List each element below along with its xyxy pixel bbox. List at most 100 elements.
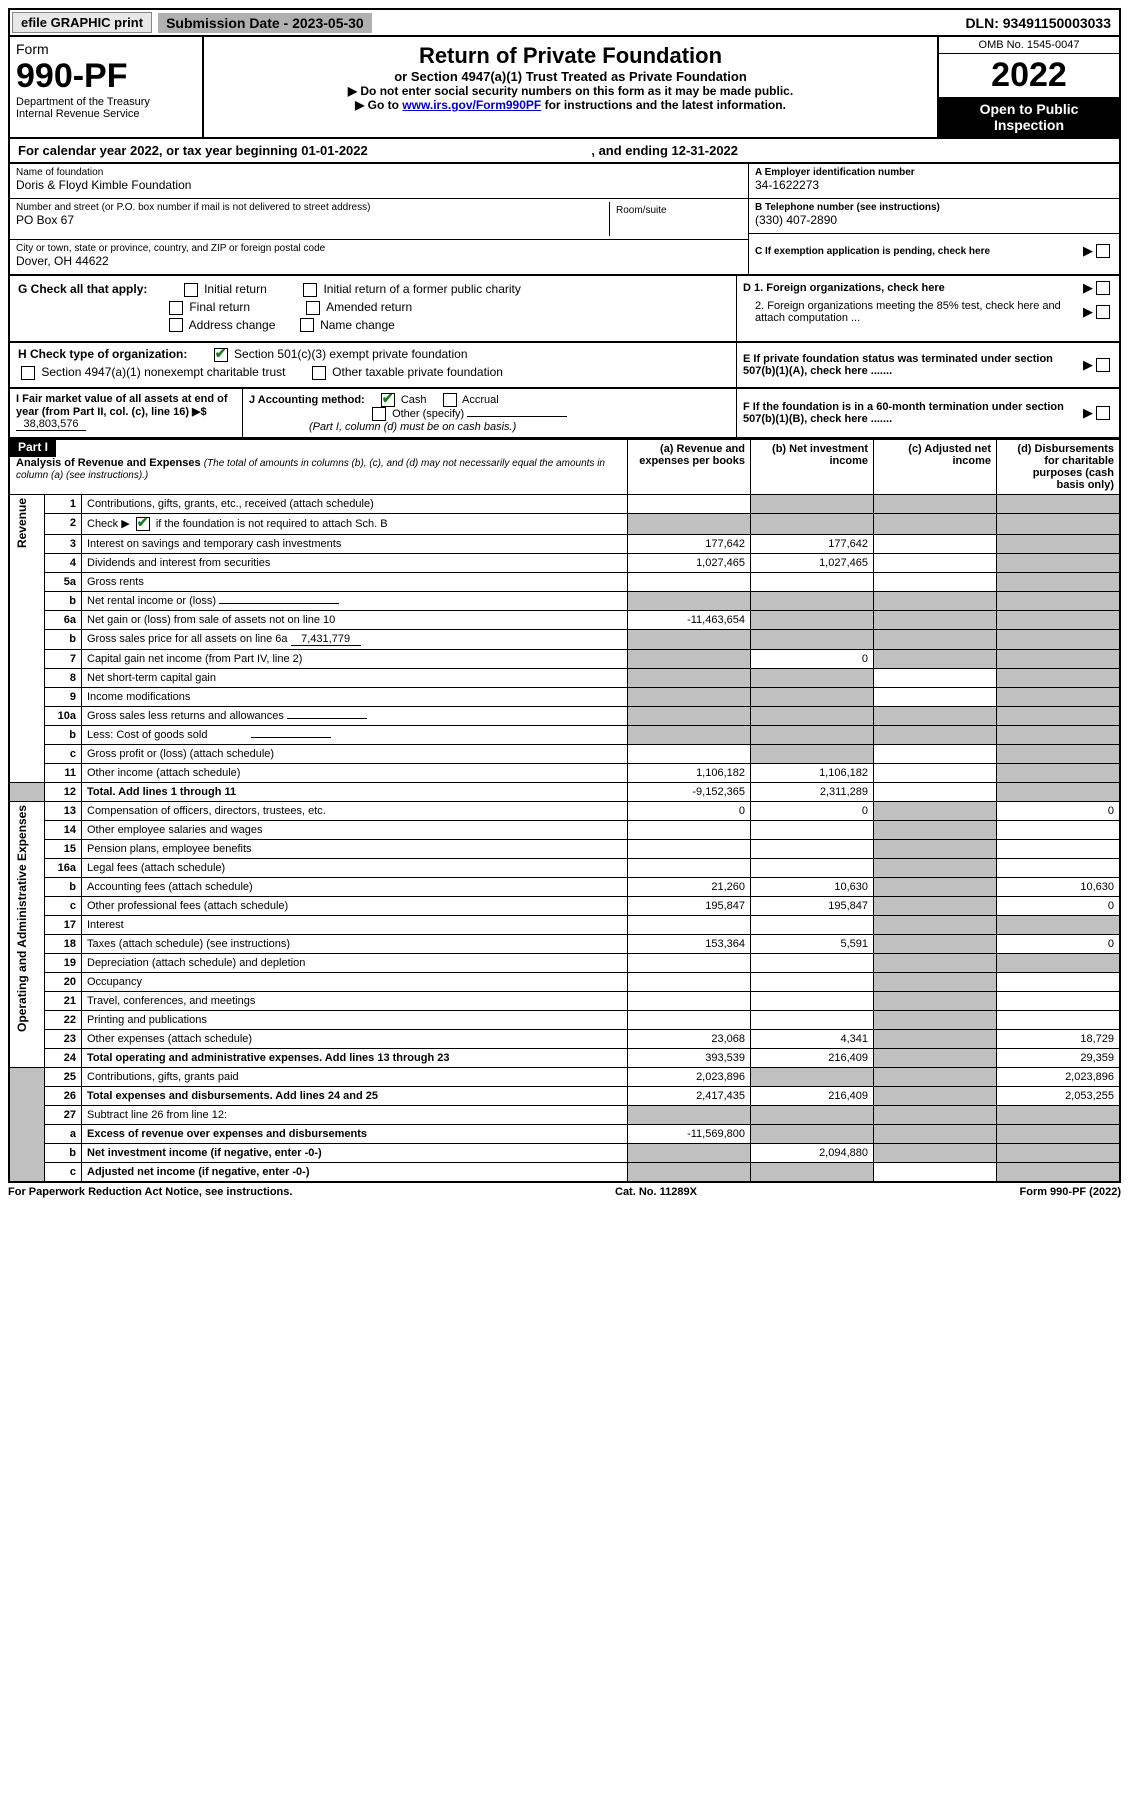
table-row: 19Depreciation (attach schedule) and dep… bbox=[9, 954, 1120, 973]
table-row: 14Other employee salaries and wages bbox=[9, 821, 1120, 840]
line27b-label: Net investment income (if negative, ente… bbox=[82, 1144, 628, 1163]
final-return-label: Final return bbox=[189, 300, 250, 314]
table-row: 10aGross sales less returns and allowanc… bbox=[9, 707, 1120, 726]
line3-b: 177,642 bbox=[751, 535, 874, 554]
line6a-a: -11,463,654 bbox=[628, 611, 751, 630]
j-block: J Accounting method: Cash Accrual Other … bbox=[242, 389, 736, 437]
line4-a: 1,027,465 bbox=[628, 554, 751, 573]
ssn-note: ▶ Do not enter social security numbers o… bbox=[210, 84, 931, 98]
table-row: 25Contributions, gifts, grants paid2,023… bbox=[9, 1068, 1120, 1087]
ein-label: A Employer identification number bbox=[755, 167, 1113, 178]
c-checkbox[interactable] bbox=[1096, 244, 1110, 258]
line3-label: Interest on savings and temporary cash i… bbox=[82, 535, 628, 554]
name-change-checkbox[interactable] bbox=[300, 318, 314, 332]
other-taxable-checkbox[interactable] bbox=[312, 366, 326, 380]
room-cell: Room/suite bbox=[610, 202, 742, 236]
line23-d: 18,729 bbox=[997, 1030, 1121, 1049]
g-block: G Check all that apply: Initial return I… bbox=[10, 276, 736, 341]
efile-print-button[interactable]: efile GRAPHIC print bbox=[12, 12, 152, 33]
address-change-checkbox[interactable] bbox=[169, 318, 183, 332]
table-row: 3Interest on savings and temporary cash … bbox=[9, 535, 1120, 554]
sch-b-checkbox[interactable] bbox=[136, 517, 150, 531]
cal-year-pre: For calendar year 2022, or tax year begi… bbox=[18, 143, 301, 158]
table-row: 16aLegal fees (attach schedule) bbox=[9, 859, 1120, 878]
line18-d: 0 bbox=[997, 935, 1121, 954]
initial-former-checkbox[interactable] bbox=[303, 283, 317, 297]
name-label: Name of foundation bbox=[16, 167, 742, 178]
cash-checkbox[interactable] bbox=[381, 393, 395, 407]
table-row: bAccounting fees (attach schedule)21,260… bbox=[9, 878, 1120, 897]
e-checkbox[interactable] bbox=[1096, 358, 1110, 372]
line11-b: 1,106,182 bbox=[751, 764, 874, 783]
line5a-label: Gross rents bbox=[82, 573, 628, 592]
line16a-label: Legal fees (attach schedule) bbox=[82, 859, 628, 878]
d1-checkbox[interactable] bbox=[1096, 281, 1110, 295]
table-row: bNet rental income or (loss) bbox=[9, 592, 1120, 611]
accrual-checkbox[interactable] bbox=[443, 393, 457, 407]
form-label: Form bbox=[16, 41, 196, 57]
final-return-checkbox[interactable] bbox=[169, 301, 183, 315]
d1-label: D 1. Foreign organizations, check here bbox=[743, 282, 1083, 294]
initial-return-checkbox[interactable] bbox=[184, 283, 198, 297]
tax-year: 2022 bbox=[939, 54, 1119, 97]
c-label: C If exemption application is pending, c… bbox=[755, 246, 1083, 257]
other-method-label: Other (specify) bbox=[392, 408, 464, 420]
line27a-label: Excess of revenue over expenses and disb… bbox=[82, 1125, 628, 1144]
line26-label: Total expenses and disbursements. Add li… bbox=[82, 1087, 628, 1106]
part1-table: Part I Analysis of Revenue and Expenses … bbox=[8, 439, 1121, 1183]
line27a-a: -11,569,800 bbox=[628, 1125, 751, 1144]
line26-d: 2,053,255 bbox=[997, 1087, 1121, 1106]
line10b-label: Less: Cost of goods sold bbox=[82, 726, 628, 745]
footer: For Paperwork Reduction Act Notice, see … bbox=[8, 1183, 1121, 1201]
table-row: 11Other income (attach schedule)1,106,18… bbox=[9, 764, 1120, 783]
form-subtitle: or Section 4947(a)(1) Trust Treated as P… bbox=[210, 69, 931, 84]
header-left: Form 990-PF Department of the Treasury I… bbox=[10, 37, 204, 137]
ein-cell: A Employer identification number 34-1622… bbox=[749, 164, 1119, 199]
line2-label: Check ▶ if the foundation is not require… bbox=[82, 514, 628, 535]
address-cell: Number and street (or P.O. box number if… bbox=[16, 202, 610, 236]
table-row: 22Printing and publications bbox=[9, 1011, 1120, 1030]
line6b-label: Gross sales price for all assets on line… bbox=[82, 630, 628, 650]
amended-return-checkbox[interactable] bbox=[306, 301, 320, 315]
line7-label: Capital gain net income (from Part IV, l… bbox=[82, 650, 628, 669]
trust-checkbox[interactable] bbox=[21, 366, 35, 380]
table-row: aExcess of revenue over expenses and dis… bbox=[9, 1125, 1120, 1144]
city-value: Dover, OH 44622 bbox=[16, 254, 109, 268]
phone-value: (330) 407-2890 bbox=[755, 213, 837, 227]
c3-checkbox[interactable] bbox=[214, 348, 228, 362]
h-e-row: H Check type of organization: Section 50… bbox=[8, 343, 1121, 389]
table-row: 12Total. Add lines 1 through 11-9,152,36… bbox=[9, 783, 1120, 802]
table-row: Operating and Administrative Expenses 13… bbox=[9, 802, 1120, 821]
line25-label: Contributions, gifts, grants paid bbox=[82, 1068, 628, 1087]
form-ref: Form 990-PF (2022) bbox=[1020, 1186, 1121, 1198]
line6b-value: 7,431,779 bbox=[291, 633, 361, 646]
g-d-row: G Check all that apply: Initial return I… bbox=[8, 276, 1121, 343]
line10a-label: Gross sales less returns and allowances bbox=[82, 707, 628, 726]
table-row: bLess: Cost of goods sold bbox=[9, 726, 1120, 745]
other-method-checkbox[interactable] bbox=[372, 407, 386, 421]
address-label: Number and street (or P.O. box number if… bbox=[16, 202, 609, 213]
table-row: 18Taxes (attach schedule) (see instructi… bbox=[9, 935, 1120, 954]
revenue-side-label: Revenue bbox=[15, 498, 29, 548]
name-cell: Name of foundation Doris & Floyd Kimble … bbox=[10, 164, 748, 199]
g-label: G Check all that apply: bbox=[18, 282, 147, 296]
cal-year-end: 12-31-2022 bbox=[672, 143, 739, 158]
d2-checkbox[interactable] bbox=[1096, 305, 1110, 319]
line23-label: Other expenses (attach schedule) bbox=[82, 1030, 628, 1049]
table-row: Revenue 1 Contributions, gifts, grants, … bbox=[9, 495, 1120, 514]
line20-label: Occupancy bbox=[82, 973, 628, 992]
line22-label: Printing and publications bbox=[82, 1011, 628, 1030]
col-c-header: (c) Adjusted net income bbox=[874, 440, 997, 495]
f-checkbox[interactable] bbox=[1096, 406, 1110, 420]
d2-label: 2. Foreign organizations meeting the 85%… bbox=[743, 300, 1083, 324]
line13-label: Compensation of officers, directors, tru… bbox=[82, 802, 628, 821]
arrow-icon: ▶ bbox=[1083, 304, 1093, 320]
city-cell: City or town, state or province, country… bbox=[10, 240, 748, 274]
line24-label: Total operating and administrative expen… bbox=[82, 1049, 628, 1068]
form-link[interactable]: www.irs.gov/Form990PF bbox=[402, 98, 541, 112]
header-center: Return of Private Foundation or Section … bbox=[204, 37, 937, 137]
goto-note: ▶ Go to www.irs.gov/Form990PF for instru… bbox=[210, 98, 931, 112]
h-block: H Check type of organization: Section 50… bbox=[10, 343, 736, 387]
line2-post: if the foundation is not required to att… bbox=[156, 518, 388, 530]
line25-a: 2,023,896 bbox=[628, 1068, 751, 1087]
